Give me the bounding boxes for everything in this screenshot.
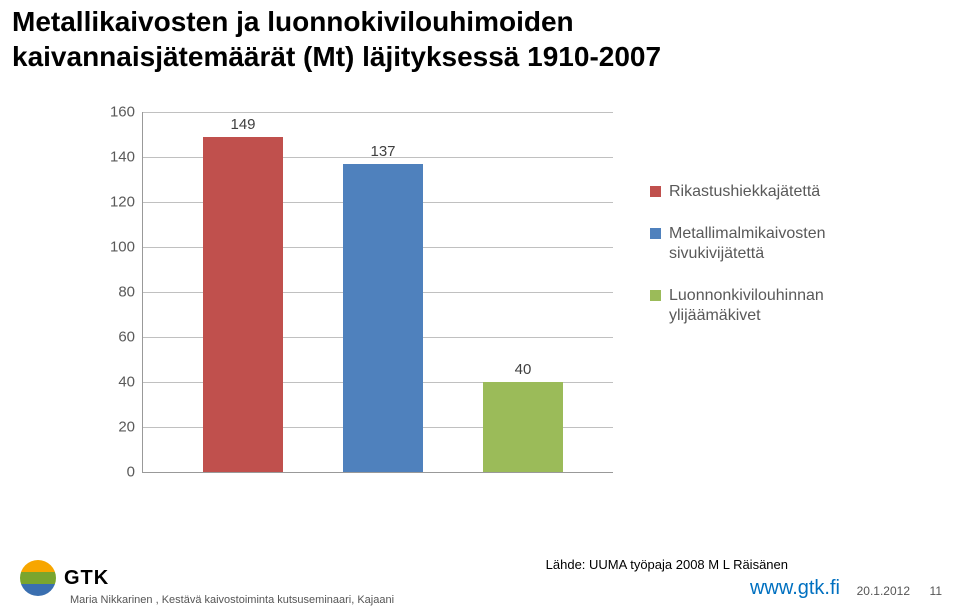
gtk-logo-text: GTK	[64, 567, 109, 590]
y-tick-label: 160	[110, 104, 143, 121]
y-tick-label: 0	[127, 464, 143, 481]
legend-label: Rikastushiekkajätettä	[669, 182, 820, 202]
y-tick-label: 40	[118, 374, 143, 391]
chart-area: 02040608010012014016014913740 Rikastushi…	[90, 112, 860, 512]
grid-line	[143, 112, 613, 113]
legend-label: Metallimalmikaivosten sivukivijätettä	[669, 224, 826, 264]
legend-item: Rikastushiekkajätettä	[650, 182, 880, 202]
y-tick-label: 20	[118, 419, 143, 436]
globe-icon	[18, 558, 58, 598]
bar-value-label: 40	[515, 361, 532, 378]
gtk-logo: GTK	[18, 558, 109, 598]
y-tick-label: 60	[118, 329, 143, 346]
legend: Rikastushiekkajätettä Metallimalmikaivost…	[650, 182, 880, 348]
source-text: Lähde: UUMA työpaja 2008 M L Räisänen	[546, 557, 788, 572]
y-tick-label: 100	[110, 239, 143, 256]
y-tick-label: 120	[110, 194, 143, 211]
bar: 40	[483, 382, 563, 472]
bar-value-label: 137	[370, 143, 395, 160]
slide-title: Metallikaivosten ja luonnokivilouhimoide…	[12, 4, 948, 74]
legend-label: Luonnonkivilouhinnan ylijäämäkivet	[669, 286, 824, 326]
footer-date: 20.1.2012	[857, 584, 910, 598]
footer-author: Maria Nikkarinen , Kestävä kaivostoimint…	[70, 594, 394, 606]
legend-item: Luonnonkivilouhinnan ylijäämäkivet	[650, 286, 880, 326]
bar: 137	[343, 164, 423, 472]
legend-swatch	[650, 228, 661, 239]
plot-area: 02040608010012014016014913740	[142, 112, 613, 473]
bar-value-label: 149	[230, 116, 255, 133]
legend-swatch	[650, 186, 661, 197]
bar: 149	[203, 137, 283, 472]
footer-url: www.gtk.fi	[750, 577, 840, 600]
y-tick-label: 80	[118, 284, 143, 301]
footer: GTK Maria Nikkarinen , Kestävä kaivostoi…	[0, 548, 960, 608]
footer-page-number: 11	[930, 584, 942, 598]
y-tick-label: 140	[110, 149, 143, 166]
legend-item: Metallimalmikaivosten sivukivijätettä	[650, 224, 880, 264]
legend-swatch	[650, 290, 661, 301]
